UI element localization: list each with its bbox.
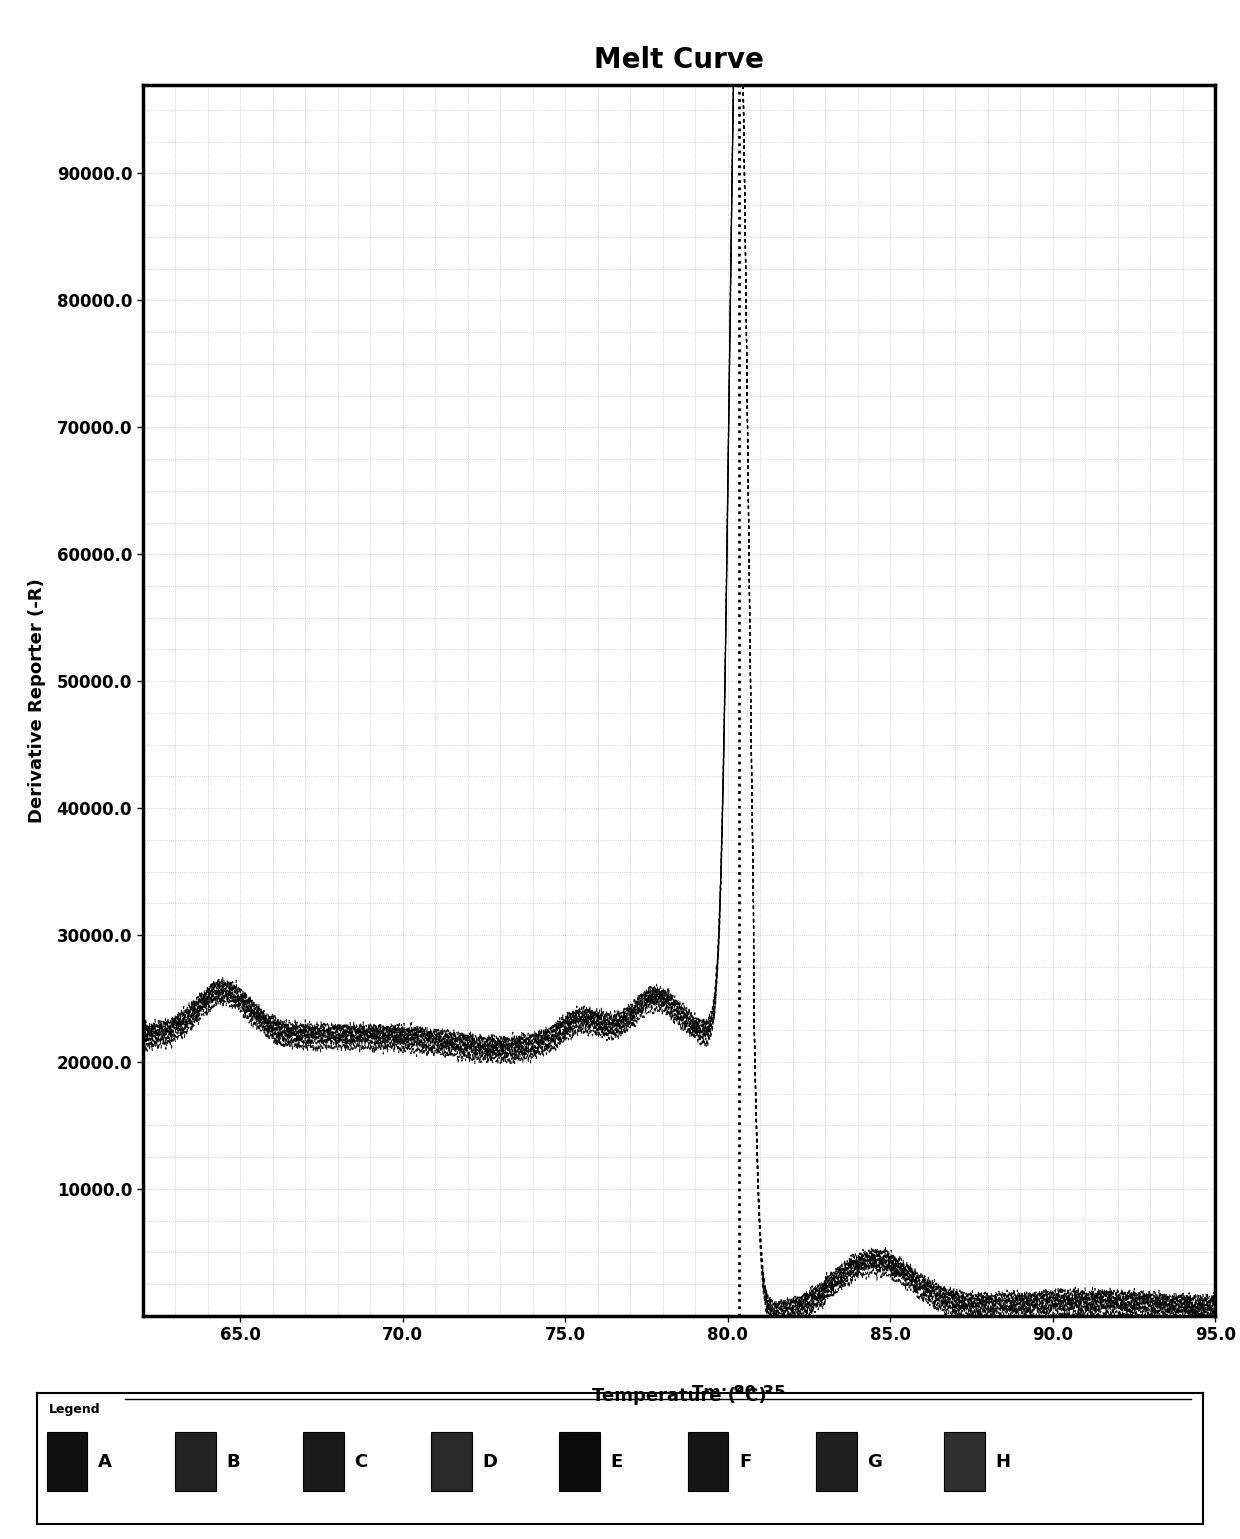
Text: A: A (98, 1453, 112, 1471)
Bar (432, 1431, 472, 1491)
Bar (944, 1431, 985, 1491)
Text: E: E (610, 1453, 622, 1471)
Text: Tm: 80.35: Tm: 80.35 (692, 1384, 786, 1402)
Bar (688, 1431, 728, 1491)
Text: H: H (996, 1453, 1011, 1471)
Text: F: F (739, 1453, 751, 1471)
Bar (175, 1431, 216, 1491)
Text: Temperature (°C): Temperature (°C) (593, 1387, 766, 1405)
Text: Legend: Legend (48, 1404, 100, 1416)
Y-axis label: Derivative Reporter (-R): Derivative Reporter (-R) (27, 577, 46, 823)
Bar (47, 1431, 87, 1491)
Bar (816, 1431, 857, 1491)
Bar (559, 1431, 600, 1491)
Text: B: B (226, 1453, 239, 1471)
Text: D: D (482, 1453, 497, 1471)
Title: Melt Curve: Melt Curve (594, 46, 764, 74)
Bar (303, 1431, 343, 1491)
Text: G: G (867, 1453, 882, 1471)
Text: C: C (355, 1453, 367, 1471)
